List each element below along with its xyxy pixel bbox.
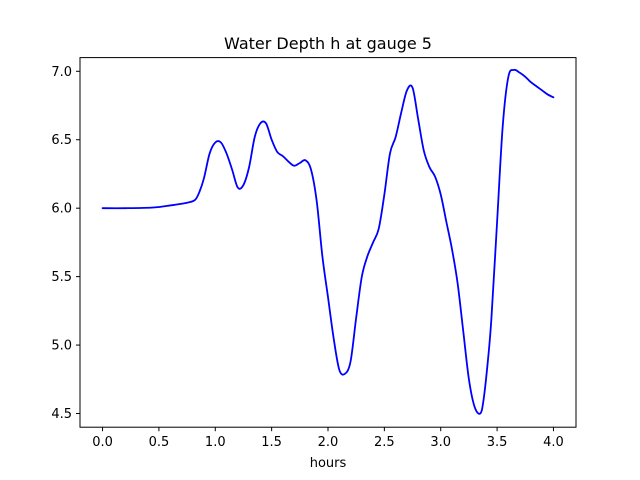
y-tick-label: 6.0 (51, 202, 72, 217)
y-tick-label: 4.5 (51, 407, 72, 422)
x-tick-label: 2.0 (318, 435, 339, 450)
series-line (101, 68, 555, 415)
x-tick-label: 1.5 (261, 435, 282, 450)
x-tick-label: 0.5 (149, 435, 170, 450)
y-tick-label: 5.0 (51, 339, 72, 354)
x-tick-label: 2.5 (374, 435, 395, 450)
x-axis-ticks: 0.0 0.5 1.0 1.5 2.0 2.5 3.0 3.5 4.0 (92, 427, 564, 450)
x-axis-label: hours (310, 456, 347, 471)
x-tick-label: 4.0 (543, 435, 564, 450)
plot-area-frame (79, 57, 577, 428)
y-axis-ticks: 4.5 5.0 5.5 6.0 6.5 7.0 (51, 65, 80, 422)
x-tick-label: 1.0 (205, 435, 226, 450)
x-tick-label: 3.0 (430, 435, 451, 450)
x-tick-label: 0.0 (92, 435, 113, 450)
y-tick-label: 5.5 (51, 270, 72, 285)
y-tick-label: 7.0 (51, 65, 72, 80)
y-tick-label: 6.5 (51, 133, 72, 148)
x-tick-label: 3.5 (487, 435, 508, 450)
chart-title: Water Depth h at gauge 5 (224, 34, 432, 53)
series-layer (101, 68, 555, 415)
